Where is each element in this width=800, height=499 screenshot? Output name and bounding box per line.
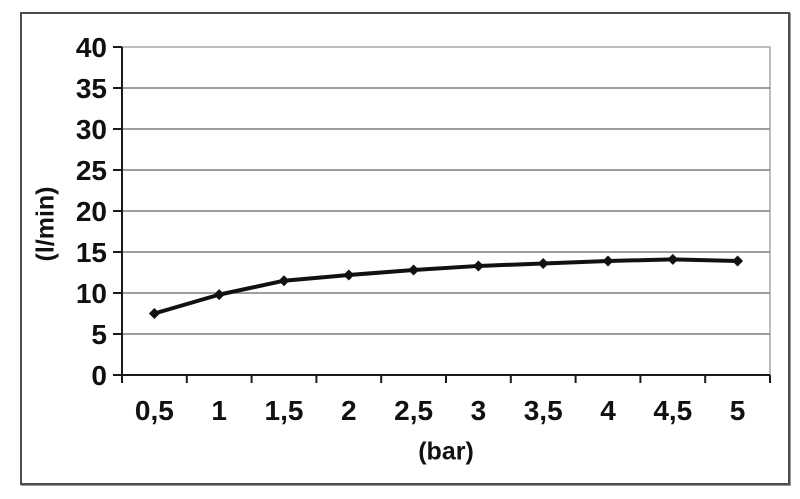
y-tick-label: 40	[76, 32, 107, 63]
x-tick-label: 2,5	[394, 395, 433, 426]
x-tick-label: 4,5	[653, 395, 692, 426]
y-tick-label: 5	[91, 319, 107, 350]
x-tick-label: 1,5	[265, 395, 304, 426]
y-tick-label: 0	[91, 360, 107, 391]
x-tick-label: 1	[211, 395, 227, 426]
data-point-marker	[148, 308, 160, 319]
y-tick-label: 20	[76, 196, 107, 227]
x-tick-label: 3	[471, 395, 487, 426]
y-tick-label: 35	[76, 73, 107, 104]
y-axis-title: (l/min)	[31, 186, 60, 262]
x-tick-label: 5	[730, 395, 746, 426]
x-tick-label: 2	[341, 395, 357, 426]
data-point-marker	[602, 255, 614, 267]
data-point-marker	[278, 275, 290, 287]
data-point-marker	[667, 253, 679, 265]
x-tick-label: 4	[600, 395, 616, 426]
x-tick-label: 3,5	[524, 395, 563, 426]
y-tick-label: 30	[76, 114, 107, 145]
data-point-marker	[213, 289, 225, 301]
x-axis-title: (bar)	[418, 437, 474, 466]
y-tick-label: 15	[76, 237, 107, 268]
x-tick-label: 0,5	[135, 395, 174, 426]
data-point-marker	[537, 257, 549, 269]
data-point-marker	[343, 269, 355, 281]
data-point-marker	[732, 255, 744, 267]
series-line	[152, 257, 740, 316]
y-tick-label: 25	[76, 155, 107, 186]
data-point-marker	[472, 260, 484, 272]
chart-frame-border	[20, 12, 790, 485]
y-tick-label: 10	[76, 278, 107, 309]
data-point-marker	[408, 264, 420, 276]
